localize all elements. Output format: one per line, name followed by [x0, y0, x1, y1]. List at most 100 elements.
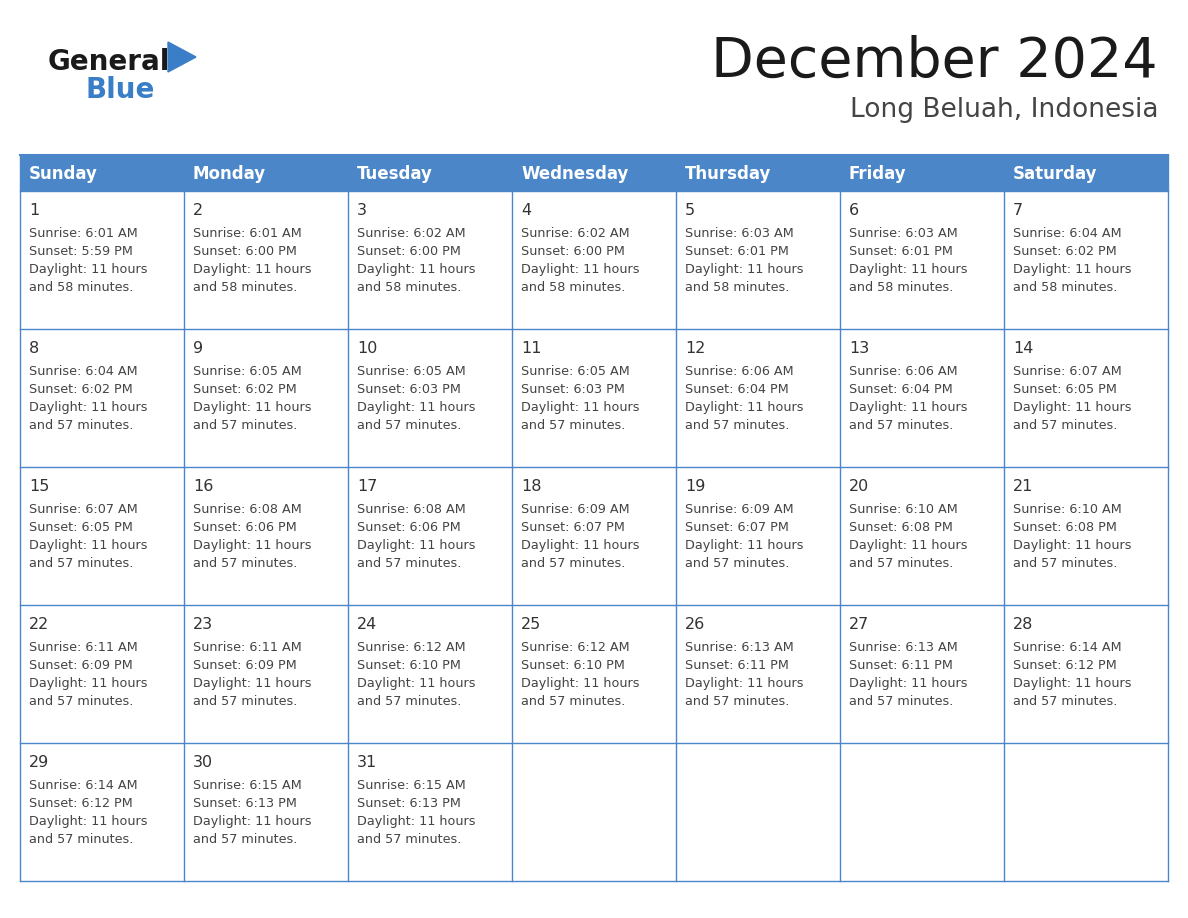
Text: Sunset: 6:00 PM: Sunset: 6:00 PM	[522, 245, 625, 258]
Text: Sunset: 6:10 PM: Sunset: 6:10 PM	[522, 659, 625, 672]
Text: Sunrise: 6:11 AM: Sunrise: 6:11 AM	[29, 641, 138, 654]
Text: 1: 1	[29, 203, 39, 218]
Text: Sunset: 6:05 PM: Sunset: 6:05 PM	[1013, 383, 1117, 396]
Text: 26: 26	[685, 617, 706, 632]
Text: Sunrise: 6:08 AM: Sunrise: 6:08 AM	[358, 503, 466, 516]
Text: Sunset: 6:10 PM: Sunset: 6:10 PM	[358, 659, 461, 672]
Text: Sunset: 6:05 PM: Sunset: 6:05 PM	[29, 521, 133, 534]
Text: Friday: Friday	[849, 165, 906, 183]
Text: Daylight: 11 hours: Daylight: 11 hours	[358, 401, 475, 414]
Text: 28: 28	[1013, 617, 1034, 632]
Text: Wednesday: Wednesday	[522, 165, 628, 183]
Text: 13: 13	[849, 341, 870, 356]
Text: Daylight: 11 hours: Daylight: 11 hours	[29, 677, 147, 690]
Text: Sunset: 6:06 PM: Sunset: 6:06 PM	[358, 521, 461, 534]
Text: Sunset: 6:00 PM: Sunset: 6:00 PM	[192, 245, 297, 258]
Text: and 57 minutes.: and 57 minutes.	[358, 419, 461, 432]
Text: and 57 minutes.: and 57 minutes.	[29, 833, 133, 846]
Text: Daylight: 11 hours: Daylight: 11 hours	[358, 677, 475, 690]
Text: Sunrise: 6:02 AM: Sunrise: 6:02 AM	[522, 227, 630, 240]
Text: and 58 minutes.: and 58 minutes.	[192, 281, 297, 294]
Text: and 57 minutes.: and 57 minutes.	[29, 557, 133, 570]
Text: Sunset: 5:59 PM: Sunset: 5:59 PM	[29, 245, 133, 258]
Text: and 57 minutes.: and 57 minutes.	[685, 419, 789, 432]
Text: and 57 minutes.: and 57 minutes.	[849, 557, 954, 570]
Text: 12: 12	[685, 341, 706, 356]
Text: Daylight: 11 hours: Daylight: 11 hours	[29, 401, 147, 414]
Polygon shape	[168, 42, 196, 72]
Text: Sunset: 6:07 PM: Sunset: 6:07 PM	[522, 521, 625, 534]
Text: and 58 minutes.: and 58 minutes.	[849, 281, 954, 294]
Text: Daylight: 11 hours: Daylight: 11 hours	[849, 401, 967, 414]
Text: Sunrise: 6:04 AM: Sunrise: 6:04 AM	[1013, 227, 1121, 240]
Text: and 57 minutes.: and 57 minutes.	[522, 695, 625, 708]
Text: Sunset: 6:12 PM: Sunset: 6:12 PM	[29, 797, 133, 810]
Text: Sunrise: 6:14 AM: Sunrise: 6:14 AM	[29, 779, 138, 792]
Text: Sunrise: 6:15 AM: Sunrise: 6:15 AM	[358, 779, 466, 792]
Text: Daylight: 11 hours: Daylight: 11 hours	[522, 401, 639, 414]
Text: and 58 minutes.: and 58 minutes.	[522, 281, 625, 294]
Text: Sunset: 6:02 PM: Sunset: 6:02 PM	[29, 383, 133, 396]
Text: Sunset: 6:09 PM: Sunset: 6:09 PM	[192, 659, 297, 672]
Text: Sunrise: 6:10 AM: Sunrise: 6:10 AM	[1013, 503, 1121, 516]
Text: Sunset: 6:09 PM: Sunset: 6:09 PM	[29, 659, 133, 672]
Text: and 57 minutes.: and 57 minutes.	[522, 419, 625, 432]
Text: and 57 minutes.: and 57 minutes.	[29, 695, 133, 708]
Text: Daylight: 11 hours: Daylight: 11 hours	[192, 815, 311, 828]
Text: December 2024: December 2024	[712, 35, 1158, 89]
Text: Daylight: 11 hours: Daylight: 11 hours	[192, 401, 311, 414]
Text: and 57 minutes.: and 57 minutes.	[29, 419, 133, 432]
Text: Sunrise: 6:05 AM: Sunrise: 6:05 AM	[522, 365, 630, 378]
Text: Sunrise: 6:08 AM: Sunrise: 6:08 AM	[192, 503, 302, 516]
Text: and 57 minutes.: and 57 minutes.	[358, 833, 461, 846]
Text: and 58 minutes.: and 58 minutes.	[685, 281, 789, 294]
Text: and 57 minutes.: and 57 minutes.	[192, 419, 297, 432]
Text: 2: 2	[192, 203, 203, 218]
Text: Sunset: 6:08 PM: Sunset: 6:08 PM	[1013, 521, 1117, 534]
Text: Sunrise: 6:02 AM: Sunrise: 6:02 AM	[358, 227, 466, 240]
Text: Daylight: 11 hours: Daylight: 11 hours	[685, 539, 803, 552]
Text: Sunset: 6:03 PM: Sunset: 6:03 PM	[522, 383, 625, 396]
Text: and 57 minutes.: and 57 minutes.	[358, 557, 461, 570]
Text: Daylight: 11 hours: Daylight: 11 hours	[1013, 263, 1131, 276]
Text: and 58 minutes.: and 58 minutes.	[1013, 281, 1118, 294]
Text: Blue: Blue	[86, 76, 154, 104]
Text: Daylight: 11 hours: Daylight: 11 hours	[29, 815, 147, 828]
Text: 31: 31	[358, 755, 378, 770]
Text: Sunset: 6:04 PM: Sunset: 6:04 PM	[685, 383, 789, 396]
Text: Sunrise: 6:06 AM: Sunrise: 6:06 AM	[685, 365, 794, 378]
Text: Sunset: 6:11 PM: Sunset: 6:11 PM	[849, 659, 953, 672]
Text: Daylight: 11 hours: Daylight: 11 hours	[1013, 677, 1131, 690]
Text: Sunrise: 6:05 AM: Sunrise: 6:05 AM	[358, 365, 466, 378]
Text: Sunset: 6:06 PM: Sunset: 6:06 PM	[192, 521, 297, 534]
Text: Daylight: 11 hours: Daylight: 11 hours	[849, 539, 967, 552]
Bar	[20, 329, 1168, 467]
Text: Sunset: 6:03 PM: Sunset: 6:03 PM	[358, 383, 461, 396]
Text: Daylight: 11 hours: Daylight: 11 hours	[29, 539, 147, 552]
Text: Sunrise: 6:07 AM: Sunrise: 6:07 AM	[29, 503, 138, 516]
Text: Sunrise: 6:13 AM: Sunrise: 6:13 AM	[849, 641, 958, 654]
Text: Sunset: 6:07 PM: Sunset: 6:07 PM	[685, 521, 789, 534]
Text: 22: 22	[29, 617, 49, 632]
Text: Thursday: Thursday	[685, 165, 771, 183]
Text: 10: 10	[358, 341, 378, 356]
Text: and 57 minutes.: and 57 minutes.	[849, 695, 954, 708]
Text: and 57 minutes.: and 57 minutes.	[1013, 419, 1118, 432]
Text: Sunset: 6:04 PM: Sunset: 6:04 PM	[849, 383, 953, 396]
Text: Sunset: 6:12 PM: Sunset: 6:12 PM	[1013, 659, 1117, 672]
Text: and 58 minutes.: and 58 minutes.	[29, 281, 133, 294]
Text: 21: 21	[1013, 479, 1034, 494]
Text: Daylight: 11 hours: Daylight: 11 hours	[849, 263, 967, 276]
Text: Sunset: 6:11 PM: Sunset: 6:11 PM	[685, 659, 789, 672]
Text: 30: 30	[192, 755, 213, 770]
Text: 5: 5	[685, 203, 695, 218]
Text: Sunset: 6:13 PM: Sunset: 6:13 PM	[358, 797, 461, 810]
Text: Sunrise: 6:12 AM: Sunrise: 6:12 AM	[358, 641, 466, 654]
Text: Sunrise: 6:03 AM: Sunrise: 6:03 AM	[685, 227, 794, 240]
Text: and 57 minutes.: and 57 minutes.	[358, 695, 461, 708]
Text: Daylight: 11 hours: Daylight: 11 hours	[29, 263, 147, 276]
Text: 29: 29	[29, 755, 49, 770]
Text: 14: 14	[1013, 341, 1034, 356]
Bar	[20, 191, 1168, 329]
Text: 23: 23	[192, 617, 213, 632]
